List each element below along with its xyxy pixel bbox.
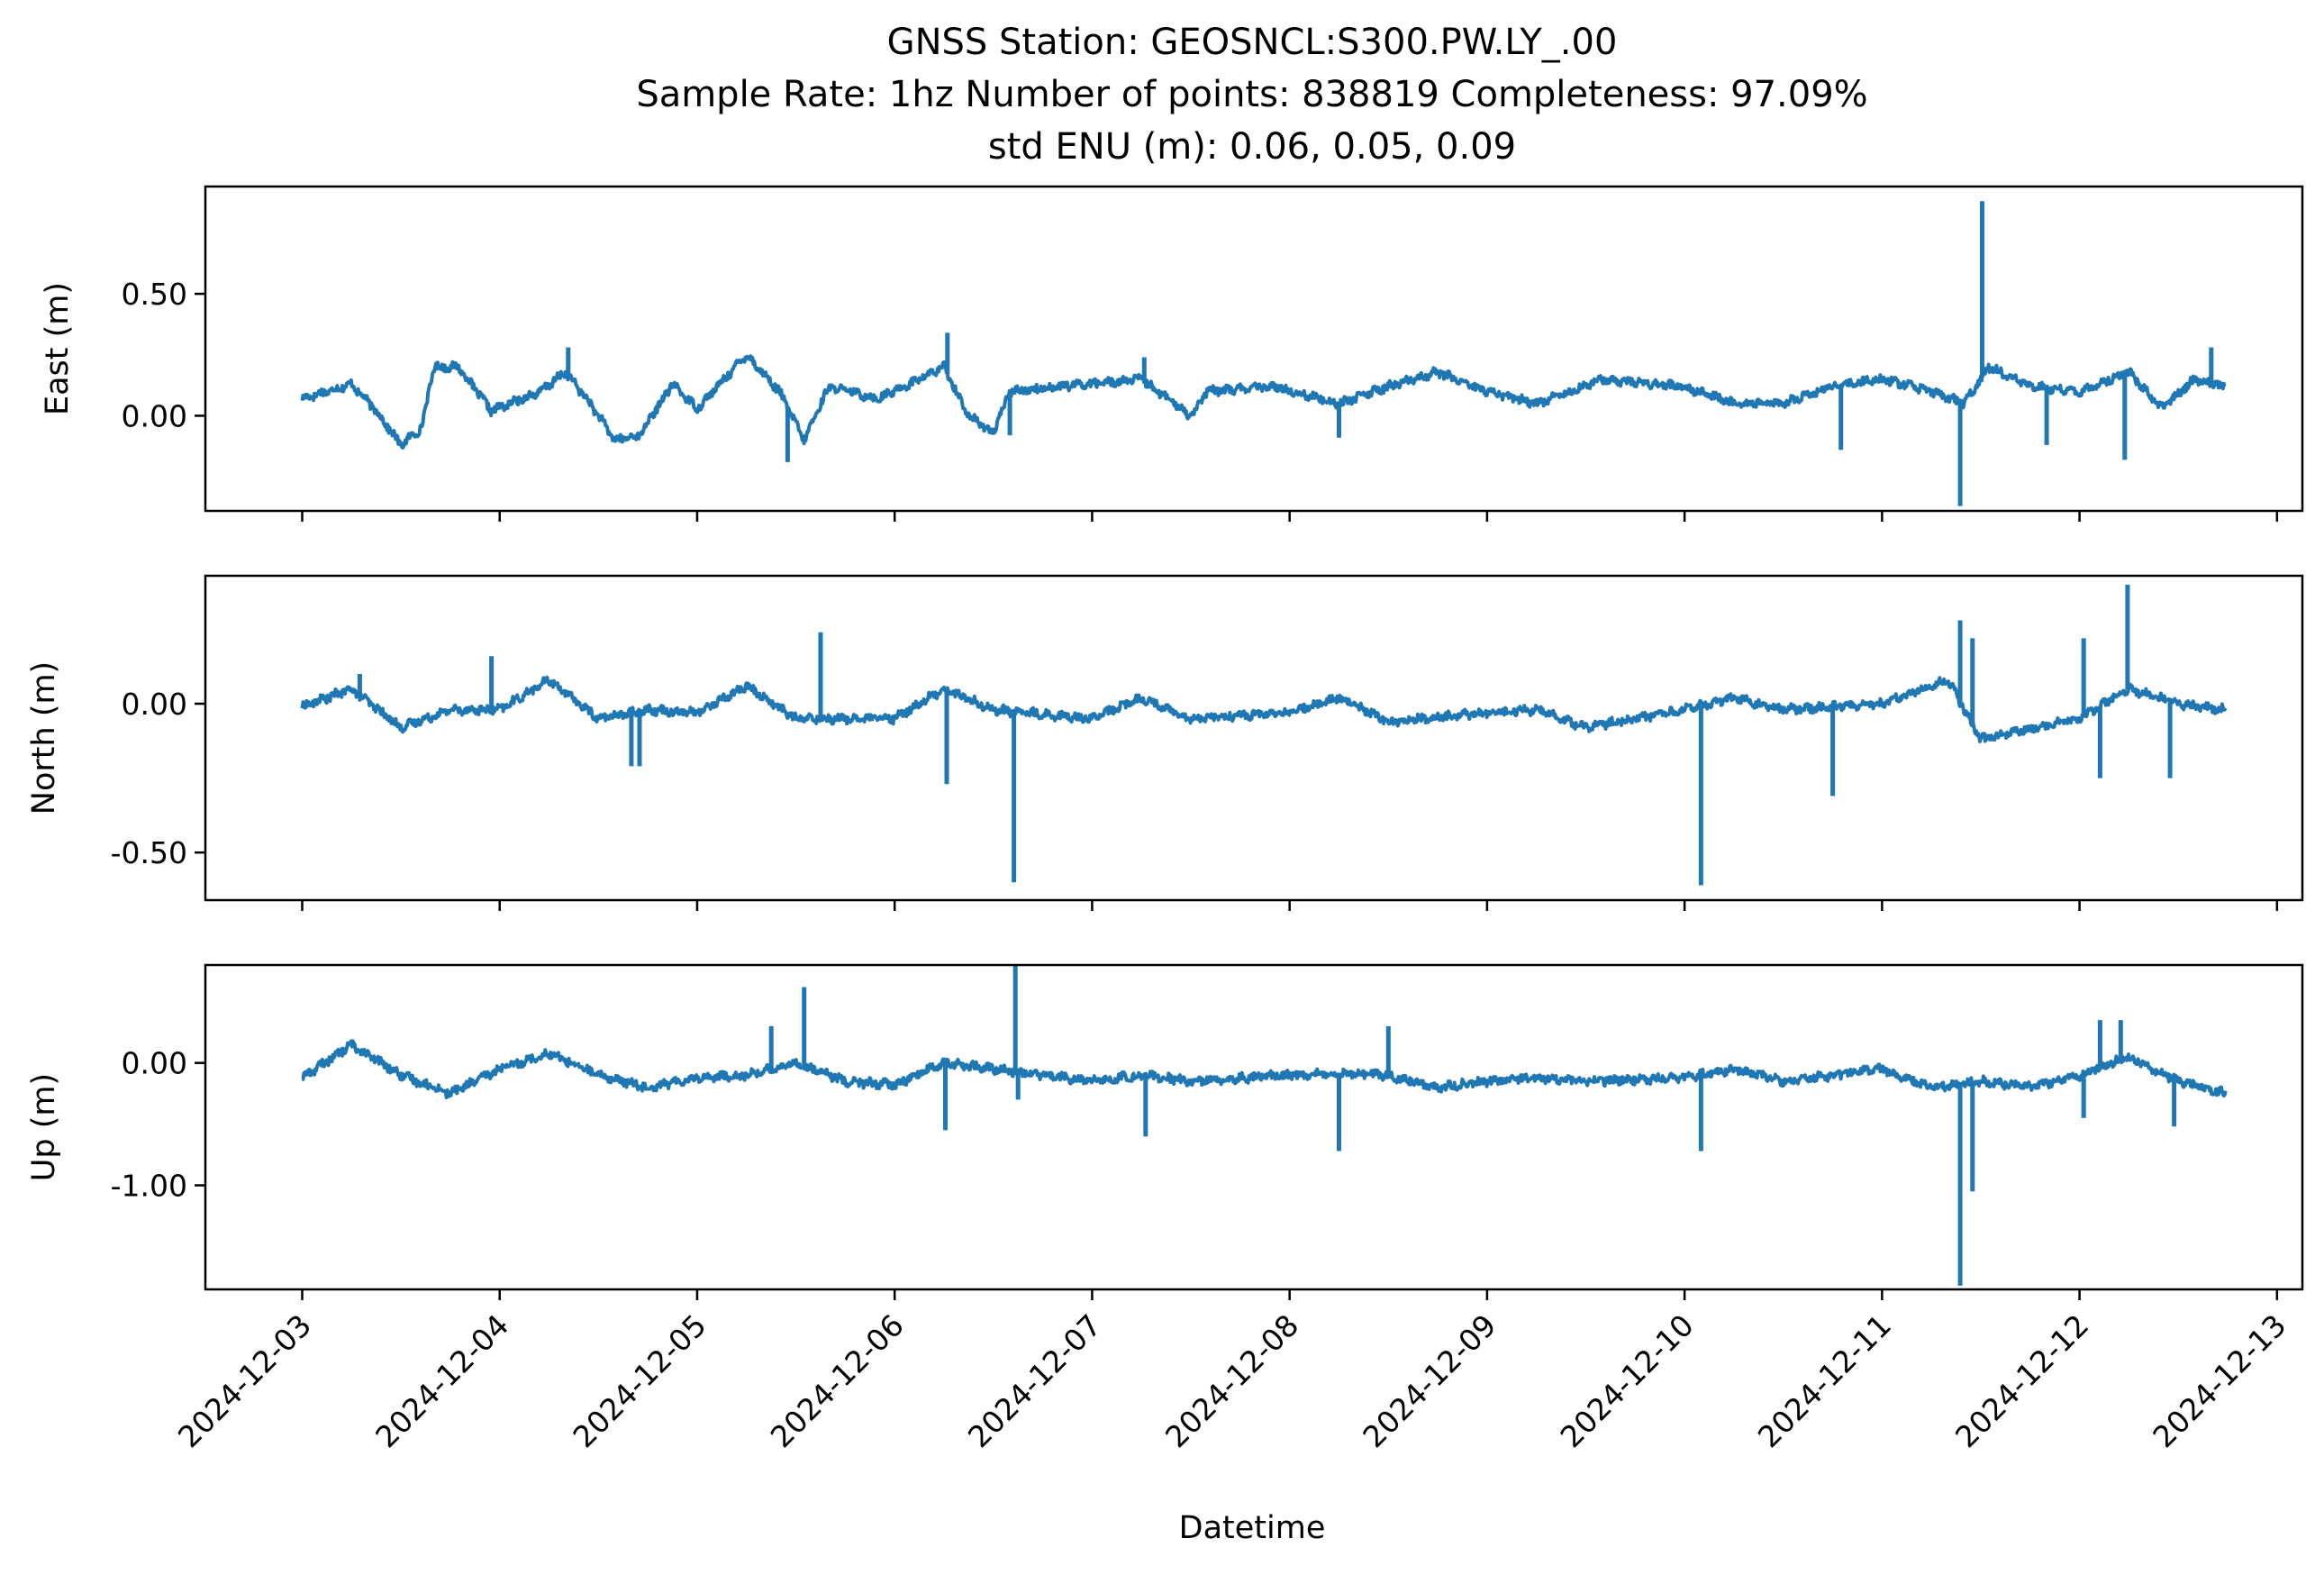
north-series-layer (300, 584, 2228, 886)
east-series-layer (300, 201, 2227, 506)
chart-title-line-1: GNSS Station: GEOSNCL:S300.PW.LY_.00 (887, 22, 1618, 63)
east-panel: 0.00 0.50 East (m) (40, 185, 2304, 522)
east-y-tick-label: 0.00 (122, 398, 187, 433)
north-y-tick-label: 0.00 (122, 687, 187, 722)
north-series-line (300, 675, 2228, 743)
chart-title-line-2: Sample Rate: 1hz Number of points: 83881… (636, 74, 1867, 115)
north-y-ticks: 0.00 -0.50 (111, 687, 205, 870)
east-y-tick-label: 0.50 (122, 277, 187, 312)
east-x-ticks (301, 511, 2279, 522)
north-axes-frame (204, 574, 2304, 902)
up-y-axis-label: Up (m) (26, 1073, 62, 1181)
chart-title-line-3: std ENU (m): 0.06, 0.05, 0.09 (988, 126, 1516, 168)
up-series-line (301, 1039, 2228, 1099)
up-series-layer (301, 965, 2228, 1286)
north-y-axis-label: North (m) (26, 661, 62, 815)
up-y-tick-label: -1.00 (111, 1169, 187, 1204)
north-y-tick-label: -0.50 (111, 835, 187, 870)
up-axes-frame (204, 963, 2304, 1291)
up-y-tick-label: 0.00 (122, 1046, 187, 1081)
east-axes-frame (204, 185, 2304, 513)
up-panel: 0.00 -1.00 Up (m) (26, 963, 2304, 1300)
east-y-ticks: 0.00 0.50 (122, 277, 205, 433)
x-axis-label: Datetime (1179, 1510, 1326, 1546)
east-series-line (300, 354, 2227, 450)
north-panel: 0.00 -0.50 North (m) (26, 574, 2304, 911)
up-y-ticks: 0.00 -1.00 (111, 1046, 205, 1204)
up-x-ticks (301, 1289, 2279, 1300)
east-y-axis-label: East (m) (40, 282, 76, 415)
north-x-ticks (301, 900, 2279, 911)
